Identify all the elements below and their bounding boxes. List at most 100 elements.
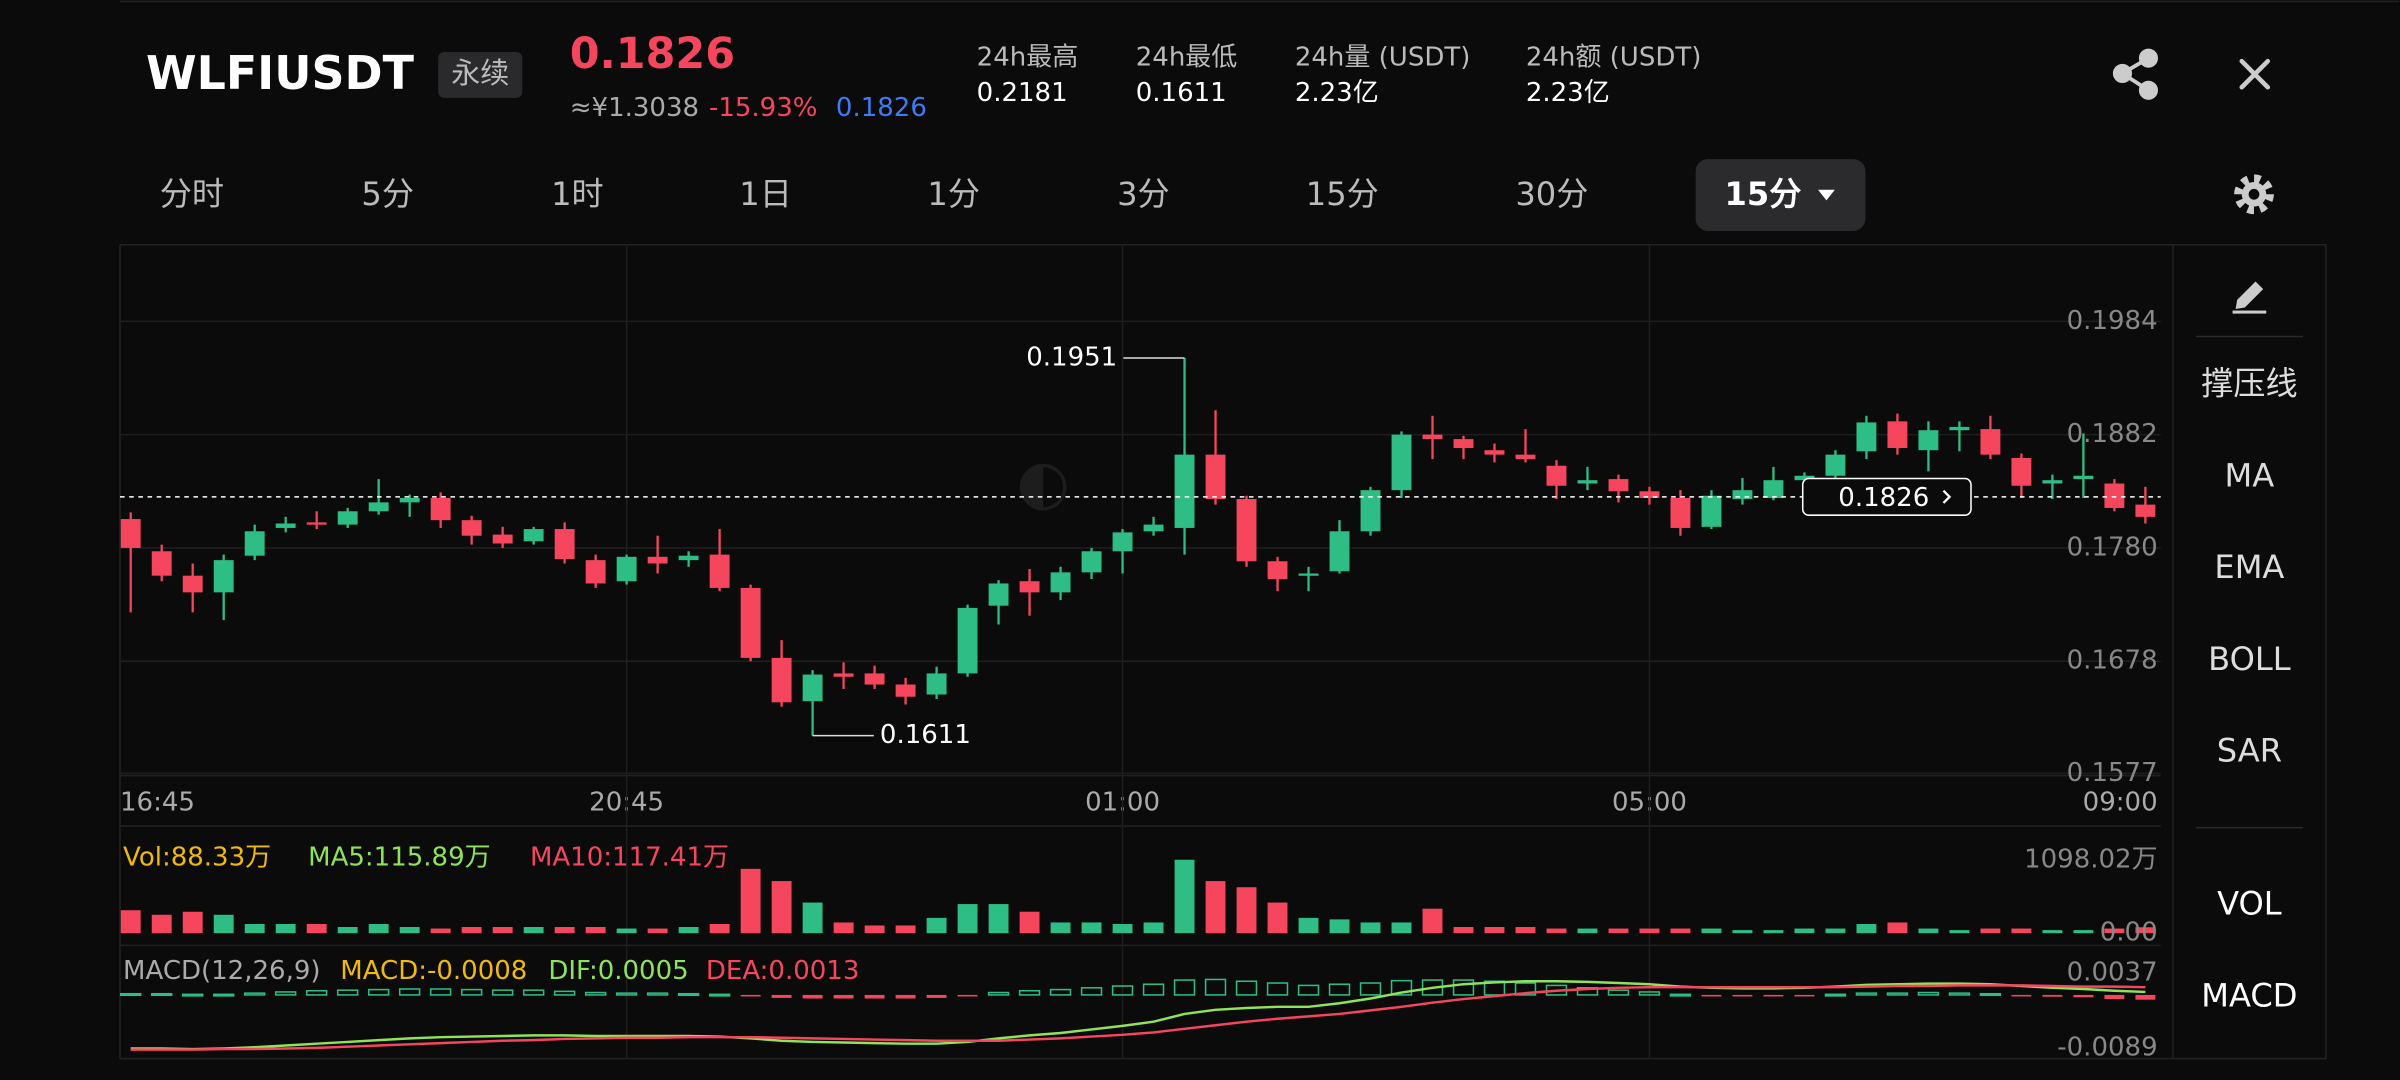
timeframe-tab[interactable]: 5分 bbox=[361, 175, 414, 213]
macd-bar bbox=[336, 989, 359, 996]
last-price-label[interactable]: 0.1826 bbox=[1838, 483, 1929, 513]
volume-bar bbox=[678, 927, 699, 934]
volume-bar bbox=[833, 922, 854, 934]
side-tool[interactable]: SAR bbox=[2217, 732, 2282, 770]
candle-body bbox=[1298, 573, 1319, 576]
volume-bar bbox=[244, 924, 265, 934]
macd-legend: DEA:0.0013 bbox=[706, 956, 860, 986]
macd-bar bbox=[460, 988, 483, 996]
last-price: 0.1826 bbox=[570, 29, 735, 79]
indicator-toggle[interactable]: MACD bbox=[2201, 976, 2297, 1014]
volume-bar bbox=[306, 924, 327, 934]
volume-bar bbox=[120, 910, 141, 934]
volume-bar bbox=[1174, 859, 1195, 934]
side-tool[interactable]: EMA bbox=[2214, 548, 2284, 586]
dropdown-caret[interactable] bbox=[1818, 189, 1835, 201]
candle-body bbox=[1174, 454, 1195, 528]
macd-bar bbox=[708, 993, 731, 997]
volume-legend: MA5:115.89万 bbox=[308, 843, 491, 873]
volume-bar bbox=[1856, 924, 1877, 934]
timeframe-tab[interactable]: 15分 bbox=[1306, 175, 1379, 213]
macd-bar bbox=[1824, 993, 1847, 997]
candle-body bbox=[461, 520, 482, 536]
time-label: 09:00 bbox=[2083, 788, 2158, 818]
candle-body bbox=[306, 522, 327, 525]
side-tool[interactable]: 撑压线 bbox=[2201, 364, 2297, 402]
volume-bar bbox=[1298, 917, 1319, 934]
volume-bar bbox=[2135, 927, 2156, 934]
volume-bar bbox=[802, 902, 823, 934]
side-tool[interactable]: BOLL bbox=[2208, 640, 2291, 678]
macd-bar bbox=[491, 989, 514, 996]
macd-bar bbox=[1732, 994, 1753, 997]
macd-bar bbox=[212, 993, 235, 997]
volume-tick-label: 1098.02万 bbox=[2024, 844, 2158, 874]
macd-tick-label: -0.0089 bbox=[2057, 1032, 2157, 1062]
pencil-base bbox=[2232, 310, 2267, 314]
contract-badge bbox=[438, 52, 523, 98]
timeframe-tab[interactable]: 1分 bbox=[927, 175, 980, 213]
volume-bar bbox=[1794, 928, 1815, 934]
timeframe-tab[interactable]: 3分 bbox=[1117, 175, 1170, 213]
timeframe-tab[interactable]: 1时 bbox=[551, 175, 604, 213]
candle-body bbox=[151, 551, 172, 576]
macd-bar bbox=[987, 991, 1010, 996]
macd-bar bbox=[1979, 992, 2002, 997]
candle-body bbox=[585, 560, 606, 584]
volume-bar bbox=[2073, 930, 2094, 934]
volume-bar bbox=[1143, 922, 1164, 934]
candle-body bbox=[1577, 480, 1598, 484]
candle-body bbox=[771, 657, 792, 703]
volume-bar bbox=[1918, 928, 1939, 934]
candle-body bbox=[1670, 497, 1691, 528]
last-price-box[interactable] bbox=[1801, 477, 1972, 516]
macd-bar bbox=[1049, 988, 1072, 996]
candle-body bbox=[1453, 439, 1474, 448]
volume-bar bbox=[2011, 928, 2032, 934]
candle-body bbox=[1081, 551, 1102, 573]
selected-tab-bg[interactable] bbox=[1695, 159, 1866, 231]
settings-icon[interactable] bbox=[2234, 174, 2274, 215]
volume-bar bbox=[1515, 927, 1536, 934]
candle-body bbox=[647, 556, 668, 564]
macd-bar bbox=[1080, 987, 1103, 996]
candle-body bbox=[957, 607, 978, 674]
candle-body bbox=[926, 673, 947, 695]
macd-legend: MACD:-0.0008 bbox=[340, 956, 527, 986]
close-icon[interactable] bbox=[2239, 58, 2271, 90]
macd-bar bbox=[615, 992, 638, 996]
volume-legend: MA10:117.41万 bbox=[530, 843, 729, 873]
macd-tick-label: 0.0037 bbox=[2067, 957, 2158, 987]
candle-body bbox=[120, 519, 141, 548]
macd-bar bbox=[274, 991, 297, 996]
volume-bar bbox=[895, 925, 916, 934]
price-tick-label: 0.1678 bbox=[2067, 646, 2158, 676]
timeframe-tab[interactable]: 1日 bbox=[739, 175, 792, 213]
volume-bar bbox=[275, 924, 296, 934]
volume-bar bbox=[1608, 928, 1629, 934]
macd-bar bbox=[2011, 994, 2032, 997]
candle-body bbox=[399, 497, 420, 503]
timeframe-tab[interactable]: 分时 bbox=[160, 175, 224, 213]
indicator-toggle[interactable]: VOL bbox=[2217, 885, 2282, 923]
draw-tool-icon[interactable] bbox=[2232, 281, 2267, 314]
volume-bar bbox=[740, 868, 761, 934]
volume-bar bbox=[616, 928, 637, 934]
macd-bar bbox=[1390, 979, 1413, 996]
selected-timeframe[interactable]: 15分 bbox=[1725, 175, 1802, 213]
time-label: 16:45 bbox=[120, 788, 195, 818]
macd-bar bbox=[1142, 983, 1165, 996]
candle-body bbox=[988, 583, 1009, 606]
last-price-chevron[interactable] bbox=[1942, 489, 1952, 504]
volume-bar bbox=[864, 925, 885, 934]
volume-tick-label: 0.00 bbox=[2100, 918, 2158, 948]
side-panel bbox=[2172, 243, 2327, 1060]
candle-body bbox=[368, 502, 389, 512]
volume-bar bbox=[1484, 927, 1505, 934]
candle-body bbox=[1701, 495, 1722, 527]
mark-price: 0.1826 bbox=[836, 93, 927, 123]
share-icon[interactable] bbox=[2112, 48, 2159, 100]
side-tool[interactable]: MA bbox=[2225, 456, 2275, 494]
timeframe-tab[interactable]: 30分 bbox=[1515, 175, 1588, 213]
